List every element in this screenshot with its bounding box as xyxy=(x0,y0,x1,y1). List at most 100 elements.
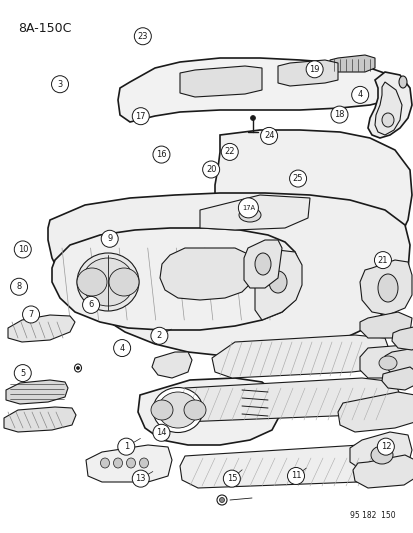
Circle shape xyxy=(152,424,170,441)
Text: 21: 21 xyxy=(377,256,387,264)
Circle shape xyxy=(10,278,28,295)
Polygon shape xyxy=(159,248,254,300)
Text: 11: 11 xyxy=(290,472,301,480)
Text: 12: 12 xyxy=(380,442,390,451)
Text: 22: 22 xyxy=(224,148,235,156)
Polygon shape xyxy=(138,378,279,445)
Polygon shape xyxy=(254,248,301,320)
Ellipse shape xyxy=(250,116,255,120)
Ellipse shape xyxy=(370,446,392,464)
Polygon shape xyxy=(337,392,413,432)
Ellipse shape xyxy=(268,271,286,293)
Text: 19: 19 xyxy=(309,65,319,74)
Polygon shape xyxy=(161,378,399,422)
Ellipse shape xyxy=(238,208,260,222)
Text: 17A: 17A xyxy=(241,205,254,211)
Text: 4: 4 xyxy=(119,344,124,352)
Text: 2: 2 xyxy=(157,332,161,340)
Polygon shape xyxy=(214,130,411,282)
Text: 13: 13 xyxy=(135,474,146,483)
Circle shape xyxy=(150,327,168,344)
Polygon shape xyxy=(199,195,309,230)
Polygon shape xyxy=(277,60,337,86)
Circle shape xyxy=(287,467,304,484)
Polygon shape xyxy=(367,72,411,138)
Text: 5: 5 xyxy=(20,369,25,377)
Ellipse shape xyxy=(216,495,226,505)
Polygon shape xyxy=(180,66,261,97)
Polygon shape xyxy=(86,445,171,482)
Circle shape xyxy=(152,146,170,163)
Circle shape xyxy=(221,143,238,160)
Circle shape xyxy=(351,86,368,103)
Circle shape xyxy=(134,28,151,45)
Circle shape xyxy=(82,296,100,313)
Ellipse shape xyxy=(377,274,397,302)
Polygon shape xyxy=(118,58,399,122)
Circle shape xyxy=(289,170,306,187)
Text: 4: 4 xyxy=(357,91,362,99)
Circle shape xyxy=(101,230,118,247)
Circle shape xyxy=(14,365,31,382)
Ellipse shape xyxy=(398,76,406,88)
Circle shape xyxy=(132,108,149,125)
Ellipse shape xyxy=(82,258,134,306)
Polygon shape xyxy=(243,240,281,288)
Text: 7: 7 xyxy=(28,310,33,319)
Polygon shape xyxy=(381,367,413,390)
Polygon shape xyxy=(359,312,411,338)
Ellipse shape xyxy=(76,367,79,369)
Polygon shape xyxy=(152,352,192,378)
Text: 24: 24 xyxy=(263,132,274,140)
Circle shape xyxy=(117,438,135,455)
Polygon shape xyxy=(4,407,76,432)
Text: 9: 9 xyxy=(107,235,112,243)
Ellipse shape xyxy=(378,356,396,370)
Ellipse shape xyxy=(109,268,139,296)
Text: 16: 16 xyxy=(156,150,166,159)
Ellipse shape xyxy=(151,400,173,420)
Ellipse shape xyxy=(254,253,271,275)
Circle shape xyxy=(238,198,258,218)
Polygon shape xyxy=(391,326,413,350)
Ellipse shape xyxy=(183,400,206,420)
Text: 25: 25 xyxy=(292,174,303,183)
Text: 14: 14 xyxy=(156,429,166,437)
Circle shape xyxy=(373,252,391,269)
Ellipse shape xyxy=(153,387,202,432)
Circle shape xyxy=(113,340,131,357)
Text: 8: 8 xyxy=(17,282,21,291)
Polygon shape xyxy=(359,260,411,315)
Polygon shape xyxy=(180,445,394,488)
Circle shape xyxy=(330,106,347,123)
Text: 23: 23 xyxy=(137,32,148,41)
Circle shape xyxy=(260,127,277,144)
Circle shape xyxy=(305,61,323,78)
Polygon shape xyxy=(349,432,411,472)
Text: 3: 3 xyxy=(57,80,62,88)
Polygon shape xyxy=(6,380,68,404)
Polygon shape xyxy=(352,455,413,488)
Text: 18: 18 xyxy=(333,110,344,119)
Text: 6: 6 xyxy=(88,301,93,309)
Circle shape xyxy=(51,76,69,93)
Ellipse shape xyxy=(77,268,107,296)
Text: 1: 1 xyxy=(123,442,128,451)
Ellipse shape xyxy=(139,458,148,468)
Text: 95 182  150: 95 182 150 xyxy=(349,511,395,520)
Ellipse shape xyxy=(77,253,139,311)
Circle shape xyxy=(132,470,149,487)
Polygon shape xyxy=(359,345,413,378)
Circle shape xyxy=(376,438,394,455)
Ellipse shape xyxy=(219,497,224,503)
Circle shape xyxy=(14,241,31,258)
Text: 20: 20 xyxy=(205,165,216,174)
Circle shape xyxy=(202,161,219,178)
Ellipse shape xyxy=(113,458,122,468)
Text: 10: 10 xyxy=(17,245,28,254)
Polygon shape xyxy=(8,315,75,342)
Ellipse shape xyxy=(74,364,81,372)
Ellipse shape xyxy=(381,113,393,127)
Ellipse shape xyxy=(100,458,109,468)
Text: 8A-150C: 8A-150C xyxy=(18,22,71,35)
